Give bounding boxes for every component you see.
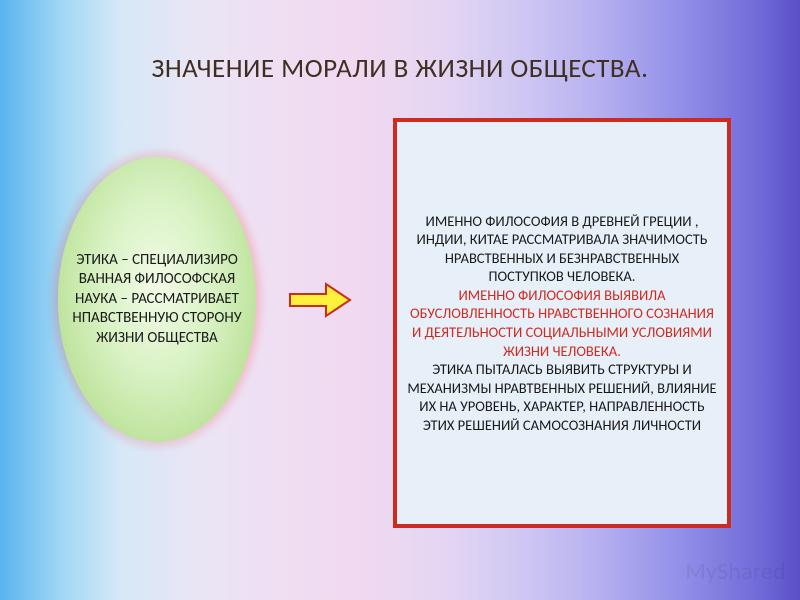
textbox-para-1: ИМЕННО ФИЛОСОФИЯ В ДРЕВНЕЙ ГРЕЦИИ , ИНДИ… (417, 212, 708, 286)
textbox-para-2-red: ИМЕННО ФИЛОСОФИЯ ВЫЯВИЛА ОБУСЛОВЛЕННОСТЬ… (410, 286, 714, 360)
textbox-text: ИМЕННО ФИЛОСОФИЯ В ДРЕВНЕЙ ГРЕЦИИ , ИНДИ… (407, 212, 717, 435)
slide-container: ЗНАЧЕНИЕ МОРАЛИ В ЖИЗНИ ОБЩЕСТВА. ЭТИКА … (0, 0, 800, 600)
slide-title: ЗНАЧЕНИЕ МОРАЛИ В ЖИЗНИ ОБЩЕСТВА. (0, 52, 800, 85)
arrow-icon (288, 280, 352, 320)
ellipse-text: ЭТИКА – СПЕЦИАЛИЗИРО ВАННАЯ ФИЛОСОФСКАЯ … (72, 251, 242, 349)
ellipse-fill: ЭТИКА – СПЕЦИАЛИЗИРО ВАННАЯ ФИЛОСОФСКАЯ … (58, 157, 256, 442)
watermark-text: MyShared (685, 557, 786, 586)
ellipse-shape: ЭТИКА – СПЕЦИАЛИЗИРО ВАННАЯ ФИЛОСОФСКАЯ … (58, 157, 256, 442)
textbox-para-3: ЭТИКА ПЫТАЛАСЬ ВЫЯВИТЬ СТРУКТУРЫ И МЕХАН… (407, 360, 716, 434)
content-textbox: ИМЕННО ФИЛОСОФИЯ В ДРЕВНЕЙ ГРЕЦИИ , ИНДИ… (393, 118, 731, 528)
